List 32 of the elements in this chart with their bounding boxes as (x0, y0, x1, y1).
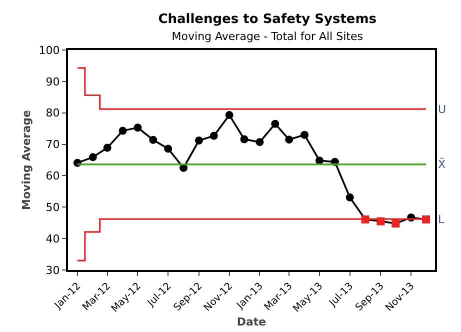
point (271, 120, 280, 128)
point (149, 136, 158, 144)
point (103, 144, 112, 152)
point (300, 130, 309, 139)
series-label: X̄ (438, 157, 446, 172)
y-tick-label: 50 (46, 200, 60, 214)
point (392, 219, 400, 228)
x-axis-title: Date (236, 315, 266, 328)
point (256, 138, 264, 146)
point (164, 144, 172, 153)
y-tick-label: 90 (46, 75, 60, 88)
point (134, 124, 142, 132)
point (194, 136, 203, 145)
point (285, 136, 294, 144)
y-tick-label: 70 (46, 138, 60, 152)
chart-title: Challenges to Safety Systems (158, 12, 377, 28)
point (118, 126, 127, 135)
y-tick-label: 100 (38, 44, 60, 57)
point (225, 111, 234, 120)
point (422, 215, 430, 224)
y-tick-label: 40 (46, 232, 60, 246)
y-tick-label: 60 (46, 170, 60, 183)
y-axis-title: Moving Average (20, 110, 33, 210)
y-tick-label: 30 (46, 264, 60, 277)
point (210, 132, 218, 140)
series-label: U (438, 103, 446, 116)
point (240, 135, 248, 144)
point (88, 153, 97, 162)
chart-subtitle: Moving Average - Total for All Sites (172, 30, 364, 44)
series-label: L (438, 213, 445, 226)
y-tick-label: 80 (46, 106, 60, 120)
point (346, 193, 354, 202)
